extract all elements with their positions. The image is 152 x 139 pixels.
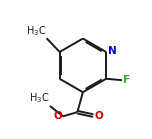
Text: O: O [94,111,103,121]
Text: F: F [123,75,130,85]
Text: O: O [54,111,62,121]
Text: H$_3$C: H$_3$C [29,91,49,105]
Text: N: N [108,46,117,56]
Text: H$_3$C: H$_3$C [26,24,46,38]
